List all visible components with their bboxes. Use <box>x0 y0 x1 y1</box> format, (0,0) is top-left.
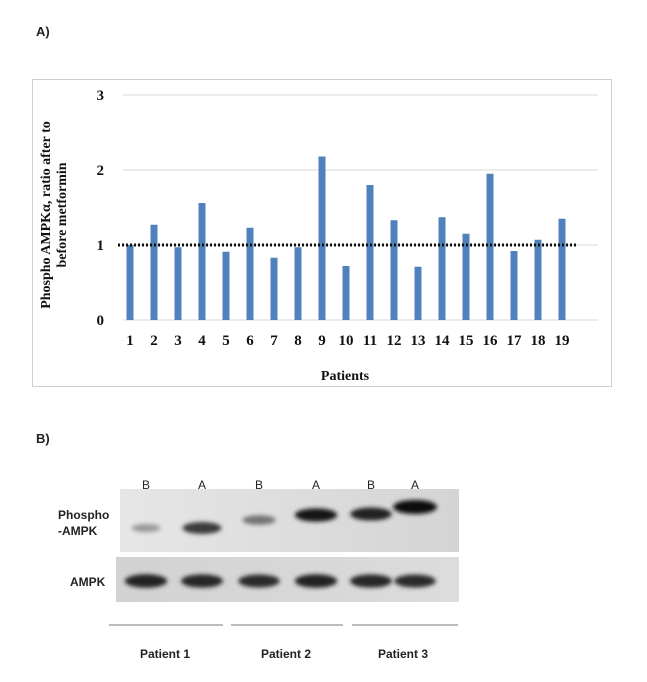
bar <box>198 203 206 320</box>
ampk-band <box>180 574 224 588</box>
phospho-row-label-line1: Phospho <box>58 508 110 522</box>
phospho-row-label-line2: -AMPK <box>58 524 98 538</box>
bar <box>318 156 326 320</box>
bar <box>510 251 518 320</box>
bar <box>246 227 254 320</box>
bar <box>558 218 566 320</box>
x-tick-label: 17 <box>507 333 523 349</box>
ampk-band <box>124 574 168 588</box>
x-tick-label: 12 <box>387 333 402 349</box>
gridlines <box>123 94 598 321</box>
x-tick-label: 15 <box>459 333 474 349</box>
lane-label: B <box>255 478 263 492</box>
bar <box>174 247 182 320</box>
bar <box>366 185 374 320</box>
x-tick-label: 10 <box>339 333 354 349</box>
x-tick-label: 8 <box>294 333 302 349</box>
ampk-membrane <box>116 557 459 602</box>
bar <box>438 217 446 320</box>
ampk-bands <box>124 574 436 588</box>
patient-2-label: Patient 2 <box>261 647 312 661</box>
bar <box>222 251 230 320</box>
x-ticks: 1 2 3 4 5 6 7 8 9 10 11 12 13 14 15 16 17 18 19 <box>126 333 569 349</box>
x-tick-label: 11 <box>363 333 377 349</box>
lane-label: A <box>312 478 320 492</box>
phospho-bands <box>131 500 437 534</box>
lane-label: B <box>367 478 375 492</box>
phospho-band <box>393 500 437 514</box>
ampk-band <box>349 574 393 588</box>
x-tick-label: 18 <box>531 333 546 349</box>
phospho-band <box>131 524 161 532</box>
x-tick-label: 3 <box>174 333 182 349</box>
x-tick-label: 1 <box>126 333 134 349</box>
y-axis-label-line2: before metformin <box>55 162 70 267</box>
bar <box>462 233 470 320</box>
lane-label: B <box>142 478 150 492</box>
phospho-band <box>242 515 276 525</box>
bar <box>342 266 350 320</box>
bar <box>534 239 542 320</box>
x-tick-label: 6 <box>246 333 254 349</box>
panel-b-label: B) <box>36 431 50 446</box>
y-tick-label: 2 <box>97 163 105 179</box>
phospho-band <box>350 507 392 521</box>
bar <box>486 173 494 320</box>
lane-label: A <box>198 478 206 492</box>
y-axis-label-line1: Phospho AMPKα, ratio after to <box>39 121 54 309</box>
y-tick-label: 1 <box>97 238 105 254</box>
lane-label: A <box>411 478 419 492</box>
x-tick-label: 5 <box>222 333 230 349</box>
ampk-row-label: AMPK <box>70 575 106 589</box>
x-tick-label: 4 <box>198 333 206 349</box>
x-tick-label: 2 <box>150 333 158 349</box>
phospho-band <box>182 522 222 534</box>
ampk-band <box>294 574 338 588</box>
patient-1-label: Patient 1 <box>140 647 191 661</box>
x-tick-label: 13 <box>411 333 426 349</box>
x-axis-label: Patients <box>321 369 370 384</box>
x-tick-label: 19 <box>555 333 570 349</box>
phospho-ampk-row-label: Phospho -AMPK <box>58 507 109 539</box>
bar <box>390 220 398 320</box>
phospho-band <box>294 508 338 522</box>
y-ticks: 0 1 2 3 <box>97 88 105 329</box>
bar <box>270 257 278 320</box>
bars <box>126 156 566 320</box>
x-tick-label: 16 <box>483 333 499 349</box>
bar <box>126 245 134 320</box>
bar <box>414 266 422 320</box>
ampk-band <box>394 574 436 588</box>
x-tick-label: 14 <box>435 333 451 349</box>
ampk-band <box>238 574 280 588</box>
bar <box>294 247 302 320</box>
x-tick-label: 9 <box>318 333 326 349</box>
x-tick-label: 7 <box>270 333 278 349</box>
panel-a-label: A) <box>36 24 50 39</box>
y-tick-label: 3 <box>97 88 105 104</box>
y-tick-label: 0 <box>97 313 105 329</box>
phospho-membrane <box>120 489 459 552</box>
bar <box>150 224 158 320</box>
patient-3-label: Patient 3 <box>378 647 429 661</box>
